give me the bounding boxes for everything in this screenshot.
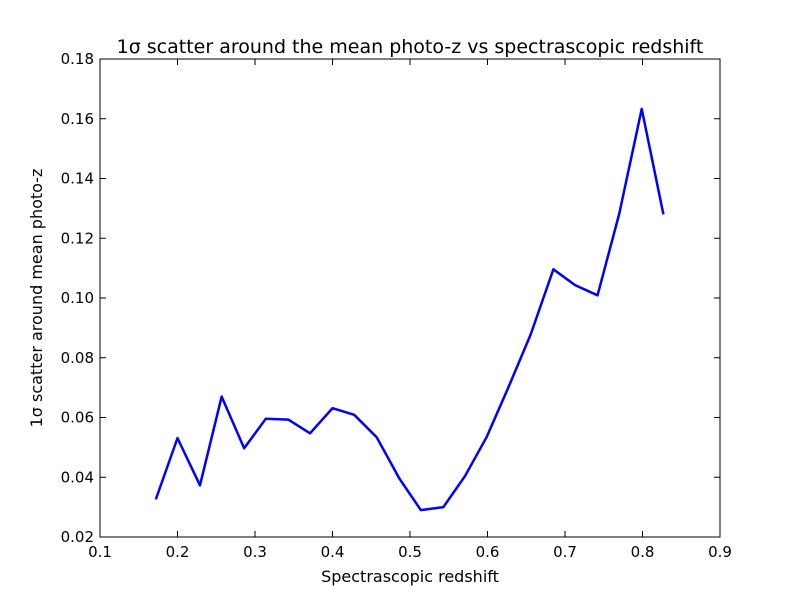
y-tick-label: 0.16 [61,110,94,128]
axis-ticks: 0.1 0.2 0.3 0.4 0.5 0.6 0.7 0.8 0.9 0.02 0.04 0.06 0… [61,50,732,561]
y-tick-label: 0.12 [61,229,94,247]
plot-area [99,58,721,538]
x-tick-label: 0.5 [398,543,422,561]
x-tick-label: 0.8 [631,543,655,561]
y-tick-label: 0.04 [61,468,94,486]
x-tick-label: 0.9 [708,543,732,561]
x-tick-label: 0.4 [321,543,345,561]
chart-title: 1σ scatter around the mean photo-z vs sp… [117,36,704,58]
x-tick-label: 0.1 [88,543,112,561]
series-line-0 [154,107,665,512]
x-tick-label: 0.6 [476,543,500,561]
y-tick-label: 0.18 [61,50,94,68]
y-tick-label: 0.06 [61,409,94,427]
plot-frame [99,58,721,538]
y-tick-label: 0.02 [61,528,94,546]
y-axis-label: 1σ scatter around mean photo-z [27,169,46,428]
x-tick-label: 0.2 [166,543,190,561]
x-axis-label: Spectrascopic redshift [321,567,499,586]
y-tick-label: 0.10 [61,289,94,307]
y-tick-label: 0.14 [61,170,94,188]
x-tick-label: 0.3 [243,543,267,561]
y-tick-label: 0.08 [61,349,94,367]
x-tick-label: 0.7 [553,543,577,561]
